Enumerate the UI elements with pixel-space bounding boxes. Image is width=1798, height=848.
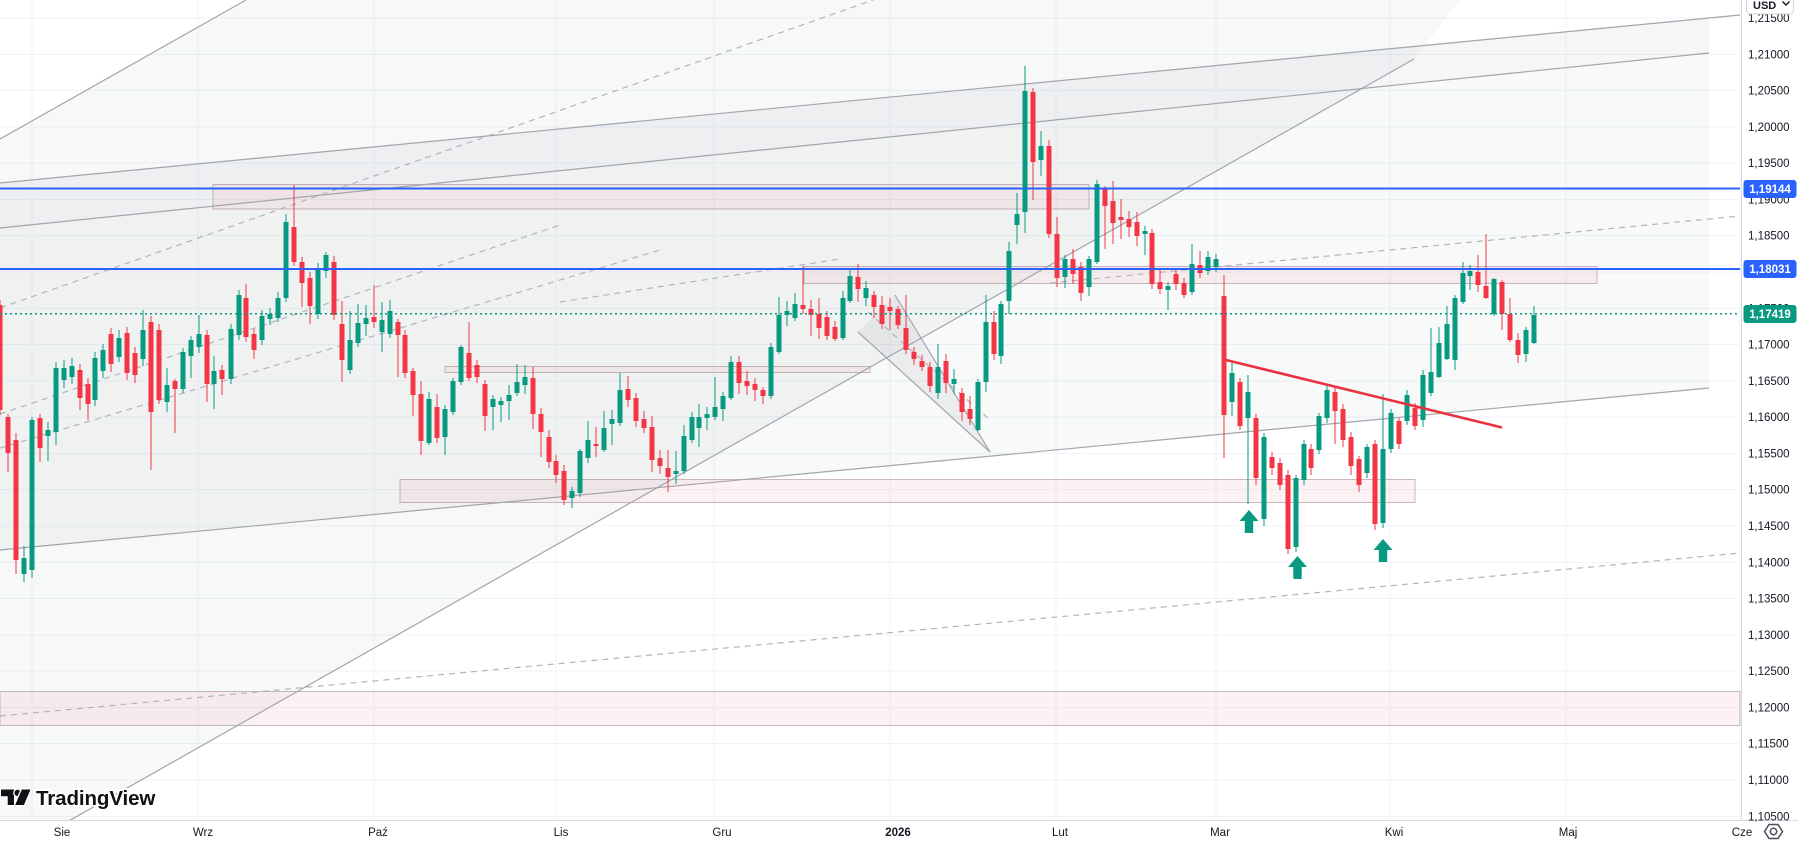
svg-text:1,13500: 1,13500 — [1748, 594, 1790, 606]
svg-text:1,16500: 1,16500 — [1748, 376, 1790, 388]
svg-text:Gru: Gru — [712, 827, 731, 839]
svg-text:1,19144: 1,19144 — [1749, 184, 1791, 196]
svg-text:TradingView: TradingView — [36, 787, 155, 810]
svg-text:1,16000: 1,16000 — [1748, 412, 1790, 424]
svg-text:Paź: Paź — [368, 827, 388, 839]
svg-text:Kwi: Kwi — [1385, 827, 1404, 839]
svg-text:1,14500: 1,14500 — [1748, 521, 1790, 533]
svg-text:1,17000: 1,17000 — [1748, 340, 1790, 352]
svg-text:1,21000: 1,21000 — [1748, 49, 1790, 61]
svg-text:1,11500: 1,11500 — [1748, 739, 1789, 751]
svg-text:Sie: Sie — [54, 827, 71, 839]
svg-text:1,21500: 1,21500 — [1748, 13, 1790, 25]
svg-text:Lut: Lut — [1052, 827, 1069, 839]
svg-text:1,15500: 1,15500 — [1748, 448, 1790, 460]
svg-text:Lis: Lis — [554, 827, 569, 839]
svg-text:1,19500: 1,19500 — [1748, 158, 1790, 170]
svg-text:1,12000: 1,12000 — [1748, 702, 1790, 714]
svg-text:2026: 2026 — [885, 827, 911, 839]
svg-text:1,13000: 1,13000 — [1748, 630, 1790, 642]
svg-text:1,18031: 1,18031 — [1749, 264, 1791, 276]
svg-text:Cze: Cze — [1732, 827, 1752, 839]
svg-text:1,18500: 1,18500 — [1748, 231, 1790, 243]
svg-text:1,17419: 1,17419 — [1749, 309, 1791, 321]
svg-text:USD: USD — [1753, 0, 1776, 12]
svg-text:1,20000: 1,20000 — [1748, 122, 1790, 134]
svg-text:1,11000: 1,11000 — [1748, 775, 1789, 787]
svg-text:1,15000: 1,15000 — [1748, 485, 1790, 497]
svg-text:1,20500: 1,20500 — [1748, 86, 1790, 98]
svg-text:1,10500: 1,10500 — [1748, 811, 1790, 823]
svg-text:1,12500: 1,12500 — [1748, 666, 1790, 678]
svg-text:Wrz: Wrz — [193, 827, 213, 839]
svg-text:Maj: Maj — [1559, 827, 1578, 839]
svg-text:Mar: Mar — [1210, 827, 1230, 839]
svg-text:1,14000: 1,14000 — [1748, 557, 1790, 569]
